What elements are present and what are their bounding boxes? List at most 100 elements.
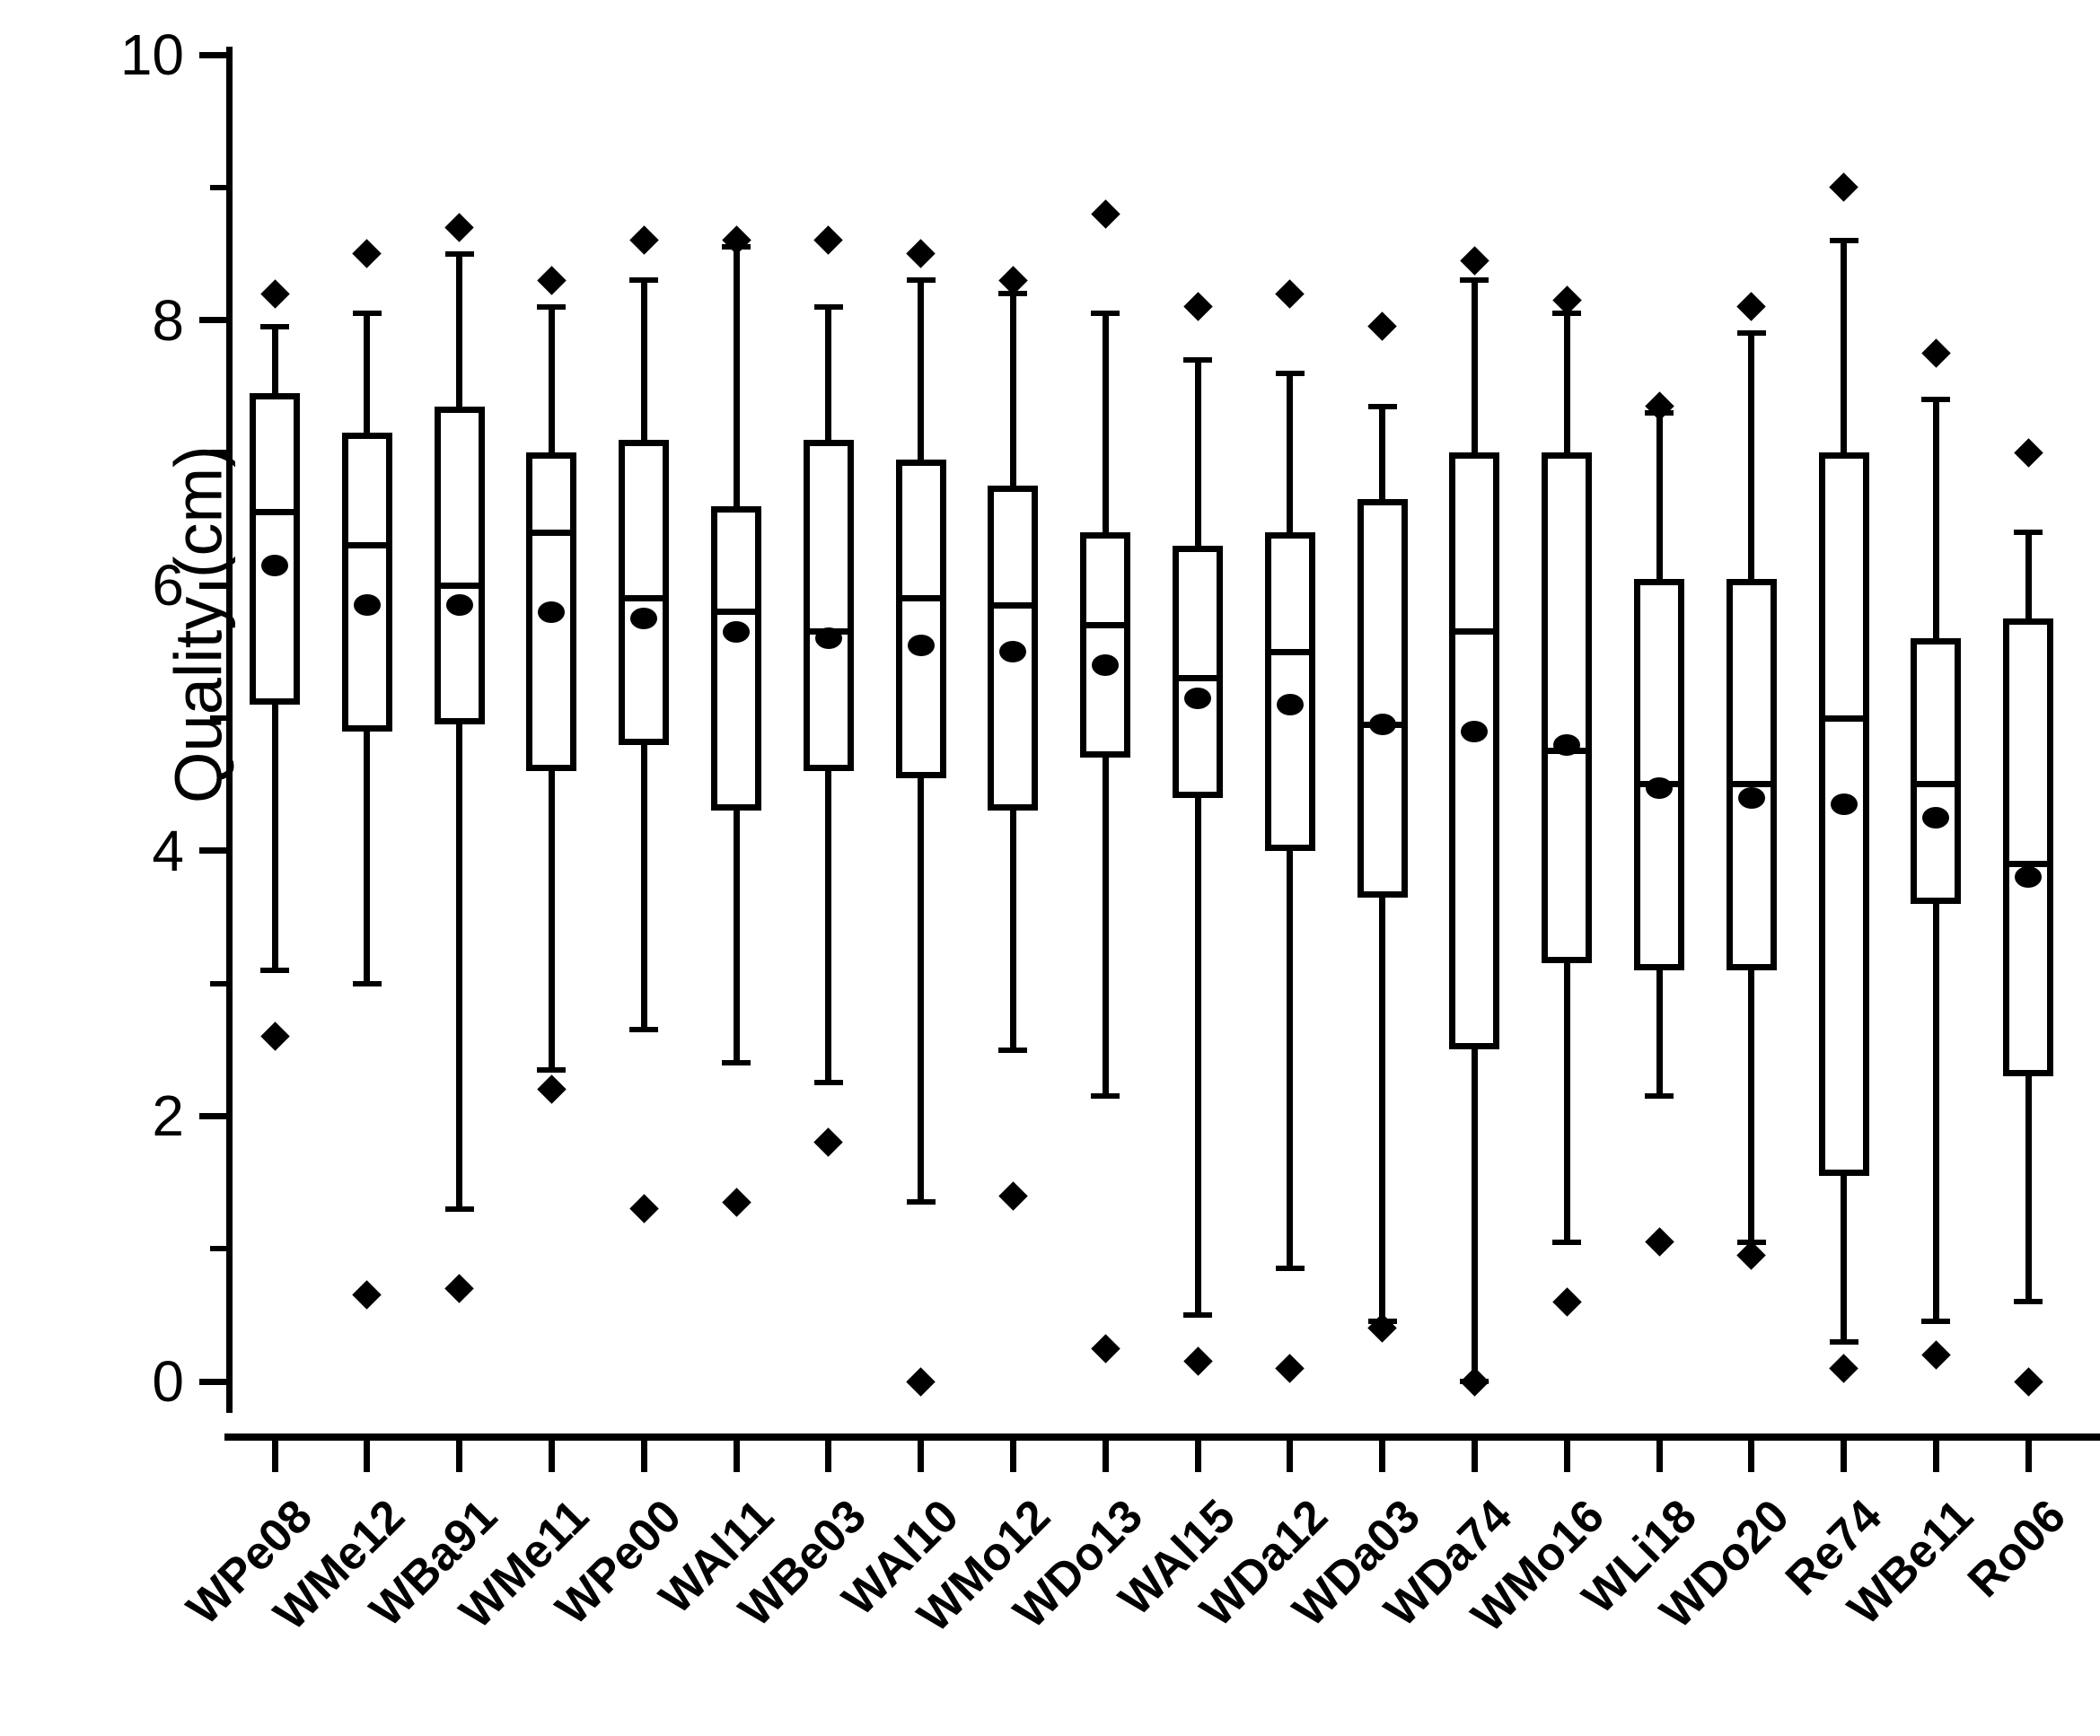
whisker-cap-top — [906, 277, 936, 284]
iqr-box — [434, 406, 485, 725]
mean-dot — [1830, 793, 1858, 816]
boxplot-chart: Quality (cm) 0 2 4 6 8 10 WPe08 WMe12 WBa91 WMe1… — [119, 26, 2100, 1643]
whisker-cap-top — [1829, 237, 1858, 243]
outlier-diamond — [813, 225, 844, 256]
outlier-diamond — [1460, 1366, 1489, 1397]
whisker-cap-bottom — [444, 1206, 474, 1212]
outlier-diamond — [537, 265, 567, 295]
whisker-cap-bottom — [1091, 1093, 1120, 1100]
x-tick — [640, 1441, 647, 1472]
outlier-diamond — [259, 278, 290, 309]
outlier-diamond — [352, 239, 382, 268]
y-tick-label: 4 — [152, 818, 184, 883]
outlier-diamond — [998, 1180, 1028, 1211]
x-tick — [2025, 1441, 2032, 1472]
iqr-box — [1173, 545, 1223, 798]
outlier-diamond — [1275, 1353, 1305, 1383]
x-tick — [1194, 1441, 1201, 1472]
y-axis-line — [226, 47, 233, 1413]
y-minor-tick — [210, 1246, 226, 1252]
median-line — [624, 595, 664, 602]
outlier-diamond — [259, 1021, 290, 1051]
mean-dot — [353, 594, 381, 617]
mean-dot — [1737, 786, 1765, 809]
mean-dot — [907, 634, 935, 656]
iqr-box — [1080, 532, 1131, 758]
outlier-diamond — [813, 1127, 844, 1158]
y-tick-label: 0 — [152, 1349, 184, 1414]
outlier-diamond — [1367, 311, 1397, 342]
whisker-cap-top — [1921, 397, 1951, 403]
outlier-diamond — [2013, 438, 2043, 468]
median-line — [532, 529, 572, 536]
whisker-cap-bottom — [1552, 1239, 1582, 1245]
mean-dot — [1922, 806, 1950, 829]
whisker-cap-bottom — [537, 1066, 567, 1073]
x-tick — [1932, 1441, 1939, 1472]
x-tick — [1563, 1441, 1570, 1472]
median-line — [1178, 675, 1217, 682]
median-line — [347, 542, 387, 549]
outlier-diamond — [444, 1274, 474, 1303]
whisker-cap-top — [2014, 530, 2043, 536]
mean-dot — [1646, 777, 1673, 800]
y-major-tick — [199, 317, 226, 324]
whisker-cap-bottom — [352, 980, 382, 986]
outlier-diamond — [906, 239, 936, 268]
median-line — [1823, 715, 1864, 722]
iqr-box — [619, 439, 670, 745]
whisker-cap-bottom — [1645, 1093, 1674, 1100]
mean-dot — [1461, 720, 1489, 742]
whisker-cap-bottom — [2014, 1299, 2043, 1305]
y-minor-tick — [210, 450, 226, 456]
y-major-tick — [199, 51, 226, 58]
x-tick — [1841, 1441, 1848, 1472]
outlier-diamond — [1736, 292, 1767, 322]
median-line — [1731, 781, 1771, 788]
y-major-tick — [199, 847, 226, 855]
outlier-diamond — [1551, 1287, 1582, 1317]
iqr-box — [1357, 499, 1408, 898]
y-tick-label: 6 — [152, 553, 184, 618]
median-line — [716, 609, 756, 616]
whisker-cap-top — [1091, 311, 1120, 317]
median-line — [255, 509, 294, 516]
outlier-diamond — [1921, 1340, 1951, 1370]
y-major-tick — [199, 582, 226, 589]
outlier-diamond — [444, 212, 474, 242]
iqr-box — [1449, 452, 1500, 1050]
y-minor-tick — [210, 715, 226, 721]
iqr-box — [341, 433, 392, 732]
outlier-diamond — [906, 1366, 936, 1397]
mean-dot — [630, 608, 658, 630]
whisker-cap-bottom — [813, 1080, 843, 1086]
outlier-diamond — [1921, 338, 1951, 368]
median-line — [993, 601, 1033, 609]
whisker-cap-bottom — [260, 967, 289, 973]
iqr-box — [1542, 452, 1593, 964]
iqr-box — [1911, 638, 1962, 904]
y-major-tick — [199, 1378, 226, 1385]
x-tick — [548, 1441, 555, 1472]
x-tick — [1009, 1441, 1016, 1472]
outlier-diamond — [1644, 391, 1674, 421]
median-line — [2008, 861, 2049, 868]
x-tick — [456, 1441, 463, 1472]
y-minor-tick — [210, 184, 226, 190]
whisker-cap-top — [1736, 330, 1766, 337]
whisker-line — [456, 253, 463, 1209]
outlier-diamond — [1275, 278, 1305, 309]
x-tick — [1656, 1441, 1663, 1472]
outlier-diamond — [1182, 292, 1213, 322]
whisker-cap-bottom — [722, 1060, 751, 1066]
whisker-cap-bottom — [1275, 1266, 1305, 1272]
outlier-diamond — [352, 1280, 382, 1311]
outlier-diamond — [1829, 172, 1858, 203]
mean-dot — [2015, 866, 2043, 889]
outlier-diamond — [628, 225, 659, 256]
whisker-cap-bottom — [1183, 1312, 1212, 1319]
iqr-box — [1726, 578, 1777, 970]
mean-dot — [1368, 714, 1396, 736]
mean-dot — [1553, 733, 1581, 756]
median-line — [1270, 648, 1310, 655]
